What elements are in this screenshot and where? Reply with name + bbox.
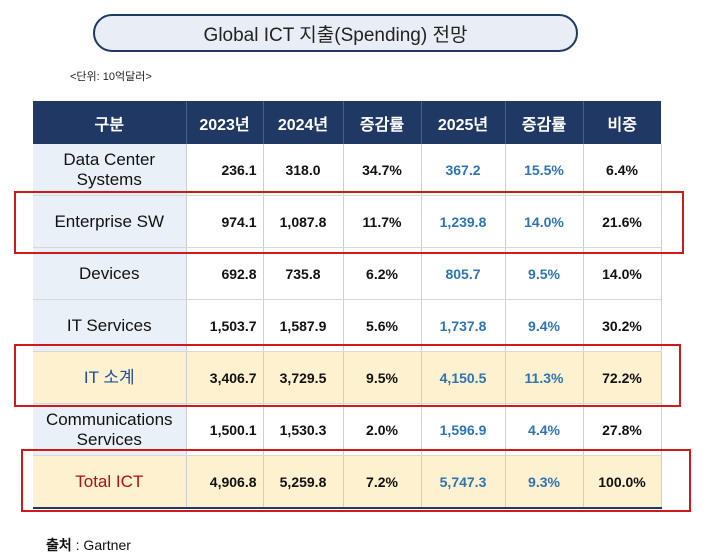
cell-2025: 4,150.5 (421, 351, 506, 404)
cell-growth-2024: 11.7% (343, 195, 422, 248)
cell-2025: 5,747.3 (421, 455, 506, 509)
cell-growth-2024: 2.0% (343, 403, 422, 456)
cell-growth-2025: 15.5% (505, 144, 584, 196)
cell-growth-2025: 9.3% (505, 455, 584, 509)
cell-growth-2025: 9.4% (505, 299, 584, 352)
cell-share: 30.2% (583, 299, 662, 352)
row-label: IT 소계 (33, 351, 187, 404)
table-row: Enterprise SW 974.1 1,087.8 11.7% 1,239.… (33, 195, 662, 248)
page-title: Global ICT 지출(Spending) 전망 (93, 14, 578, 52)
header-2023: 2023년 (186, 101, 264, 144)
cell-growth-2025: 9.5% (505, 247, 584, 300)
cell-2024: 5,259.8 (263, 455, 344, 509)
cell-2023: 692.8 (186, 247, 264, 300)
cell-2023: 236.1 (186, 144, 264, 196)
cell-2025: 805.7 (421, 247, 506, 300)
cell-share: 72.2% (583, 351, 662, 404)
header-growth-2024: 증감률 (343, 101, 422, 144)
table-row: IT Services 1,503.7 1,587.9 5.6% 1,737.8… (33, 299, 662, 352)
row-label: Devices (33, 247, 187, 300)
cell-2023: 3,406.7 (186, 351, 264, 404)
cell-2023: 974.1 (186, 195, 264, 248)
unit-note: <단위: 10억달러> (70, 71, 152, 83)
table-row: Data Center Systems 236.1 318.0 34.7% 36… (33, 144, 662, 196)
cell-growth-2024: 5.6% (343, 299, 422, 352)
row-label: IT Services (33, 299, 187, 352)
cell-2023: 1,500.1 (186, 403, 264, 456)
header-category: 구분 (33, 101, 187, 144)
cell-growth-2025: 14.0% (505, 195, 584, 248)
header-share: 비중 (583, 101, 661, 144)
cell-share: 100.0% (583, 455, 662, 509)
cell-2024: 3,729.5 (263, 351, 344, 404)
cell-share: 27.8% (583, 403, 662, 456)
cell-2024: 735.8 (263, 247, 344, 300)
cell-growth-2024: 6.2% (343, 247, 422, 300)
cell-2023: 1,503.7 (186, 299, 264, 352)
row-label: Communications Services (33, 403, 187, 456)
cell-2025: 1,596.9 (421, 403, 506, 456)
cell-growth-2024: 34.7% (343, 144, 422, 196)
cell-2025: 367.2 (421, 144, 506, 196)
cell-growth-2025: 4.4% (505, 403, 584, 456)
row-label: Total ICT (33, 455, 187, 509)
cell-2024: 1,087.8 (263, 195, 344, 248)
header-growth-2025: 증감률 (505, 101, 584, 144)
table-row: Devices 692.8 735.8 6.2% 805.7 9.5% 14.0… (33, 247, 662, 300)
cell-2024: 1,587.9 (263, 299, 344, 352)
cell-2024: 1,530.3 (263, 403, 344, 456)
cell-growth-2024: 7.2% (343, 455, 422, 509)
cell-2023: 4,906.8 (186, 455, 264, 509)
ict-spending-table: 구분 2023년 2024년 증감률 2025년 증감률 비중 Data Cen… (33, 101, 662, 509)
cell-2025: 1,737.8 (421, 299, 506, 352)
cell-share: 21.6% (583, 195, 662, 248)
row-label: Enterprise SW (33, 195, 187, 248)
total-row: Total ICT 4,906.8 5,259.8 7.2% 5,747.3 9… (33, 455, 662, 509)
cell-2024: 318.0 (263, 144, 344, 196)
cell-2025: 1,239.8 (421, 195, 506, 248)
cell-share: 6.4% (583, 144, 662, 196)
table-row: Communications Services 1,500.1 1,530.3 … (33, 403, 662, 456)
source-label: 출처 (46, 537, 72, 553)
header-2025: 2025년 (421, 101, 506, 144)
header-2024: 2024년 (263, 101, 344, 144)
row-label: Data Center Systems (33, 144, 187, 196)
source-value: : Gartner (71, 537, 131, 553)
cell-share: 14.0% (583, 247, 662, 300)
cell-growth-2025: 11.3% (505, 351, 584, 404)
subtotal-row: IT 소계 3,406.7 3,729.5 9.5% 4,150.5 11.3%… (33, 351, 662, 404)
table-header-row: 구분 2023년 2024년 증감률 2025년 증감률 비중 (33, 101, 661, 144)
cell-growth-2024: 9.5% (343, 351, 422, 404)
source-note: 출처 : Gartner (46, 535, 131, 555)
